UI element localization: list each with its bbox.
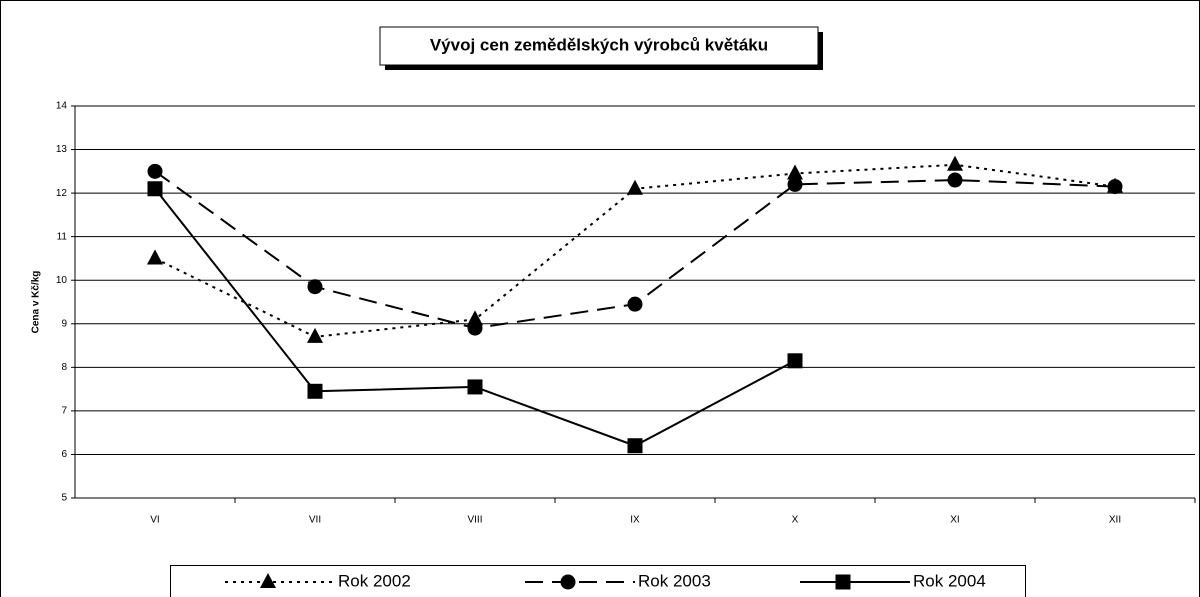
data-point [627,296,643,312]
y-tick-label: 8 [61,362,67,373]
chart-title: Vývoj cen zemědělských výrobců květáku [430,35,768,54]
data-point [627,179,643,195]
data-point [307,327,323,343]
y-tick-label: 10 [56,275,68,286]
data-point [1107,179,1123,195]
data-point [467,310,483,326]
y-tick-label: 9 [61,318,67,329]
x-tick-label: VII [309,515,321,526]
y-tick-label: 14 [56,101,68,112]
y-tick-label: 11 [57,231,68,242]
y-tick-label: 7 [61,406,67,417]
y-axis-label: Cena v Kč/kg [31,271,42,334]
x-tick-label: XII [1109,515,1121,526]
data-point [307,279,323,295]
data-point [787,176,803,192]
data-point [627,438,643,454]
data-point [467,379,483,395]
data-point [787,164,803,180]
legend-label: Rok 2002 [338,571,411,590]
data-point [467,320,483,336]
x-tick-label: X [792,515,799,526]
data-point [307,383,323,399]
x-tick-label: IX [630,515,640,526]
legend-label: Rok 2003 [638,571,711,590]
x-tick-label: XI [950,515,959,526]
y-tick-label: 6 [61,449,67,460]
y-tick-label: 13 [56,144,68,155]
y-tick-label: 5 [61,493,67,504]
legend-marker [560,574,576,590]
data-point [947,172,963,188]
legend-marker [835,574,851,590]
legend-label: Rok 2004 [913,571,986,590]
data-point [147,163,163,179]
data-point [147,181,163,197]
data-point [787,353,803,369]
x-tick-label: VIII [467,515,482,526]
title-box [379,26,819,66]
legend-marker [260,573,276,588]
data-point [947,155,963,171]
y-tick-label: 12 [56,188,68,199]
x-tick-label: VI [150,515,159,526]
data-point [147,249,163,265]
